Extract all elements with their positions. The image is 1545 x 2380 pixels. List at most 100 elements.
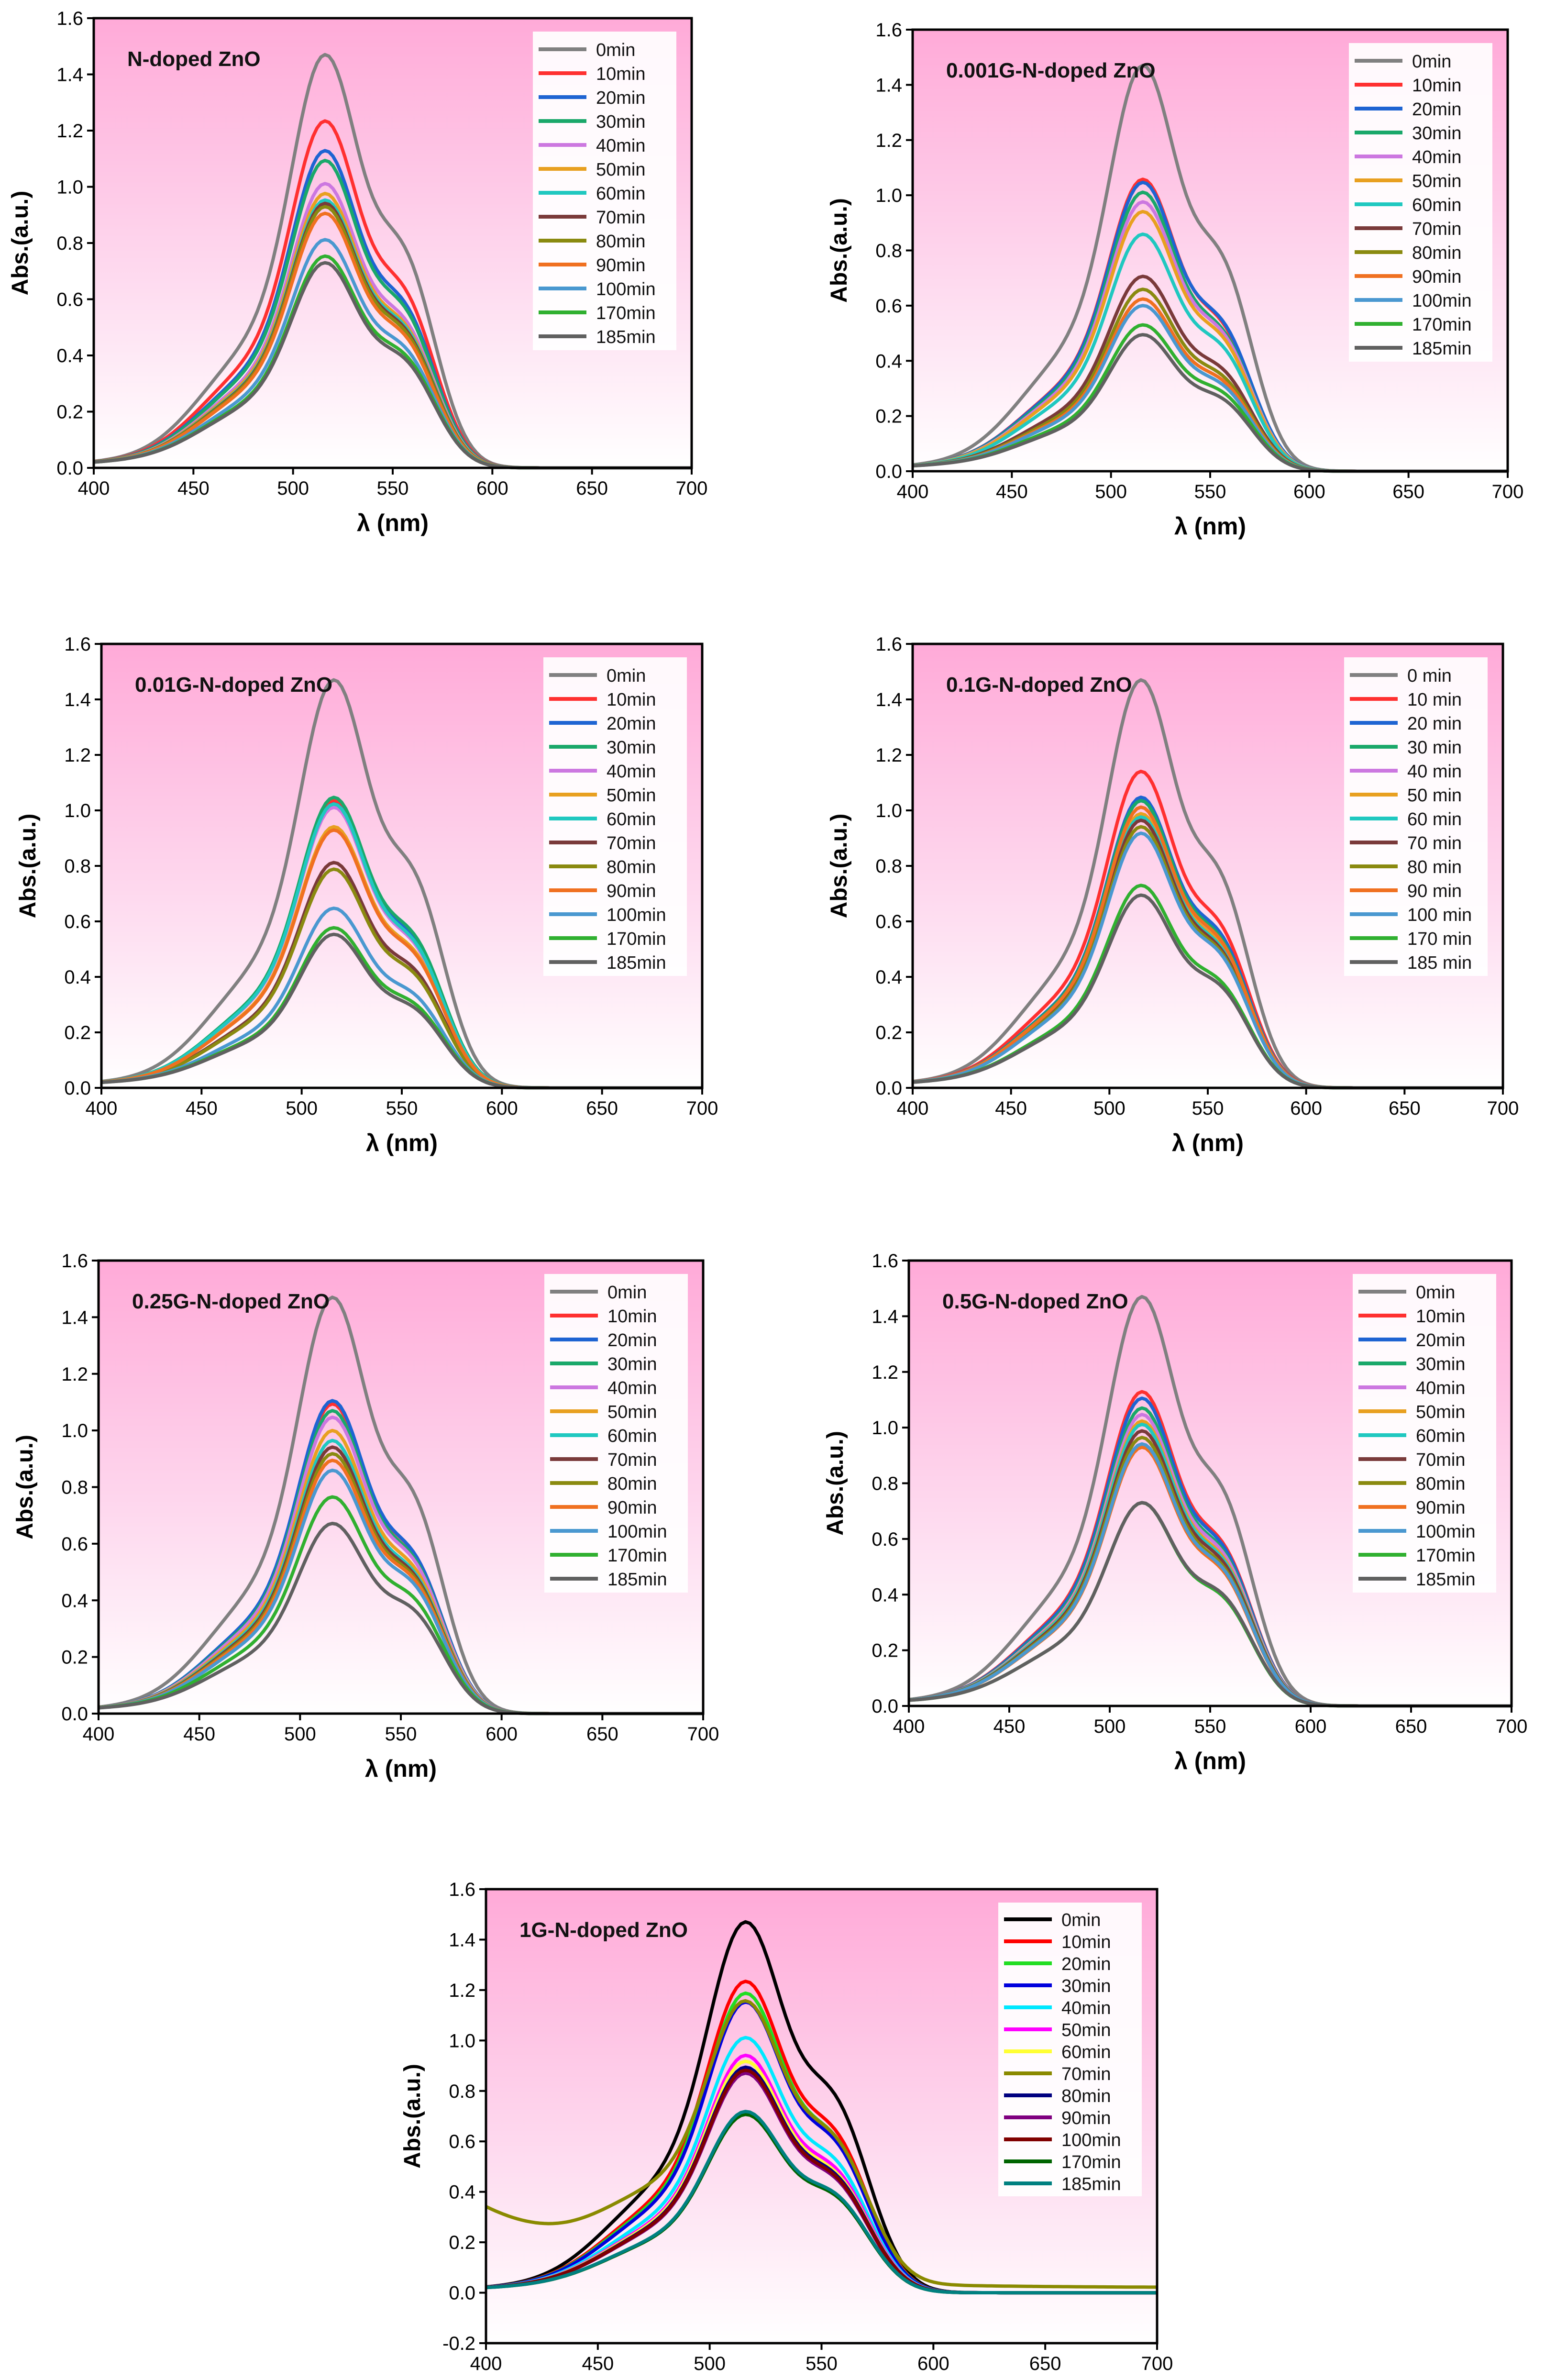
legend-label: 170min <box>607 1546 667 1566</box>
panel-title: 1G-N-doped ZnO <box>519 1918 688 1942</box>
legend-label: 0min <box>1412 52 1451 72</box>
x-tick-label: 450 <box>177 478 210 499</box>
y-tick-label: 0.4 <box>875 351 902 372</box>
x-tick-label: 600 <box>1295 1716 1327 1737</box>
y-tick-label: 0.6 <box>449 2131 475 2152</box>
legend-label: 0min <box>1061 1910 1101 1930</box>
legend-label: 170min <box>1412 315 1472 335</box>
y-axis-title: Abs.(a.u.) <box>12 1435 38 1539</box>
x-tick-label: 550 <box>1194 481 1226 502</box>
x-tick-label: 400 <box>86 1098 118 1119</box>
legend-label: 60min <box>596 184 646 204</box>
y-tick-label: 0.6 <box>64 911 91 932</box>
x-axis-title: λ (nm) <box>1172 1129 1244 1156</box>
y-tick-label: 1.4 <box>875 689 902 710</box>
y-axis-title: Abs.(a.u.) <box>8 191 33 296</box>
panel-title: N-doped ZnO <box>127 47 261 71</box>
panel-title: 0.1G-N-doped ZnO <box>946 673 1132 697</box>
legend-label: 10 min <box>1407 690 1462 710</box>
x-tick-label: 500 <box>286 1098 318 1119</box>
y-tick-label: 0.8 <box>56 233 83 254</box>
x-tick-label: 450 <box>186 1098 218 1119</box>
legend-label: 185min <box>607 1570 667 1590</box>
legend-label: 0min <box>607 1283 647 1303</box>
y-tick-label: 1.0 <box>875 800 902 821</box>
panel-title: 0.5G-N-doped ZnO <box>942 1290 1128 1313</box>
legend-label: 90min <box>607 1498 657 1518</box>
y-tick-label: 0.2 <box>875 1022 902 1043</box>
legend-label: 60min <box>607 1426 657 1446</box>
legend-label: 20min <box>1061 1954 1111 1974</box>
legend-label: 40min <box>1412 147 1462 167</box>
x-tick-label: 600 <box>1293 481 1325 502</box>
legend-label: 185min <box>607 953 666 973</box>
x-tick-label: 450 <box>582 2353 614 2374</box>
legend-label: 20min <box>607 1330 657 1351</box>
y-tick-label: 0.6 <box>61 1534 88 1555</box>
y-tick-label: 1.4 <box>449 1929 475 1950</box>
legend-label: 30min <box>1412 123 1462 144</box>
legend-label: 100min <box>607 905 666 925</box>
x-axis-title: λ (nm) <box>1174 1748 1246 1774</box>
legend-label: 100 min <box>1407 905 1472 925</box>
legend-label: 90 min <box>1407 881 1462 901</box>
y-tick-label: 1.2 <box>875 745 902 766</box>
y-tick-label: 0.8 <box>872 1473 898 1494</box>
legend-label: 70min <box>607 1450 657 1470</box>
y-tick-label: 0.4 <box>872 1584 898 1605</box>
legend-label: 50min <box>596 160 646 180</box>
legend-label: 100min <box>1061 2130 1121 2150</box>
legend-label: 185min <box>596 327 656 347</box>
legend-label: 30min <box>596 112 646 132</box>
legend-label: 40min <box>607 1378 657 1398</box>
legend-label: 50min <box>607 786 656 806</box>
legend-label: 20min <box>1412 100 1462 120</box>
y-tick-label: 1.6 <box>875 634 902 655</box>
y-tick-label: 1.6 <box>61 1251 88 1272</box>
legend-label: 80min <box>607 857 656 877</box>
legend-label: 50min <box>607 1402 657 1422</box>
legend-label: 30min <box>1061 1976 1111 1996</box>
y-axis-title: Abs.(a.u.) <box>827 198 852 303</box>
y-tick-label: 1.0 <box>875 185 902 206</box>
legend-label: 10min <box>607 1306 657 1327</box>
x-tick-label: 400 <box>897 481 929 502</box>
y-tick-label: 1.0 <box>872 1417 898 1439</box>
y-tick-label: 0.6 <box>872 1529 898 1550</box>
legend-label: 170min <box>607 929 666 949</box>
legend-label: 80 min <box>1407 857 1462 877</box>
x-tick-label: 700 <box>687 1724 719 1745</box>
legend-label: 170min <box>1061 2152 1121 2172</box>
x-tick-label: 450 <box>993 1716 1026 1737</box>
legend-label: 0min <box>607 666 646 686</box>
legend-label: 170 min <box>1407 929 1472 949</box>
legend-label: 0min <box>1416 1283 1455 1303</box>
panel-title: 0.01G-N-doped ZnO <box>135 673 332 697</box>
legend-label: 20min <box>607 714 656 734</box>
y-tick-label: 0.2 <box>875 406 902 427</box>
x-tick-label: 400 <box>78 478 110 499</box>
legend-label: 170min <box>1416 1546 1476 1566</box>
x-tick-label: 600 <box>476 478 508 499</box>
x-axis-title: λ (nm) <box>365 1755 437 1782</box>
y-tick-label: 0.6 <box>56 289 83 310</box>
x-tick-label: 500 <box>284 1724 316 1745</box>
legend-label: 90min <box>1412 267 1462 287</box>
x-tick-label: 650 <box>576 478 608 499</box>
x-tick-label: 400 <box>83 1724 115 1745</box>
y-tick-label: 0.8 <box>875 241 902 262</box>
legend-label: 100min <box>596 279 656 299</box>
legend-label: 50min <box>1416 1402 1466 1422</box>
x-tick-label: 650 <box>1389 1098 1421 1119</box>
x-tick-label: 500 <box>277 478 309 499</box>
y-tick-label: 1.2 <box>61 1364 88 1385</box>
chart-panel-5: 400 450 500 550 600 650 700 0.0 0.2 0.4 0.6 0.8 1.0 1… <box>12 1251 719 1782</box>
x-tick-label: 450 <box>183 1724 215 1745</box>
x-tick-label: 600 <box>486 1098 518 1119</box>
y-tick-label: 0.4 <box>56 345 83 366</box>
legend-label: 60min <box>607 809 656 830</box>
y-tick-label: 0.2 <box>449 2232 475 2253</box>
chart-panel-7: 400 450 500 550 600 650 700 -0.2 0.0 0.2 0.4 0.6 0.8… <box>400 1879 1173 2374</box>
y-tick-label: 1.4 <box>61 1307 88 1328</box>
legend-label: 30 min <box>1407 738 1462 758</box>
